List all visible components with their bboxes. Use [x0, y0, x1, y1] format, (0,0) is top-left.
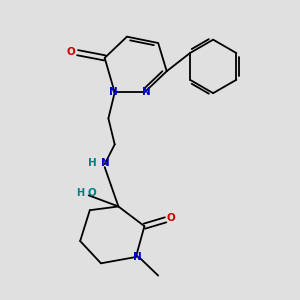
Text: H: H — [88, 158, 97, 168]
Text: O: O — [67, 47, 75, 57]
Text: N: N — [109, 87, 118, 98]
Text: N: N — [142, 87, 150, 98]
Text: H: H — [76, 188, 85, 199]
Text: O: O — [167, 213, 176, 223]
Text: O: O — [87, 188, 96, 199]
Text: N: N — [101, 158, 110, 168]
Text: N: N — [133, 252, 142, 262]
